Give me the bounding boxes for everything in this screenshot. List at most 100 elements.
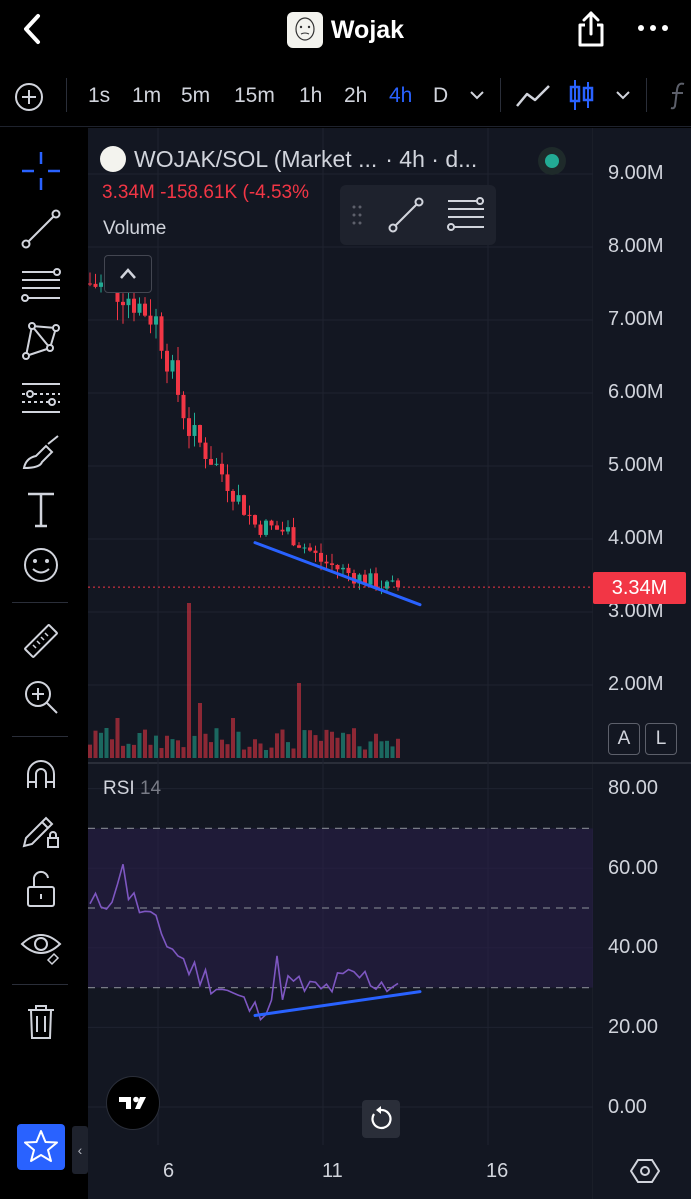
chevron-down-icon[interactable] (468, 88, 486, 102)
price-trendline[interactable] (253, 541, 422, 607)
text-tool-icon[interactable] (18, 486, 64, 532)
unlock-icon[interactable] (18, 866, 64, 912)
volume-bar (198, 703, 202, 758)
candle-body (176, 360, 180, 395)
volume-bar (368, 741, 373, 758)
pattern-tool-icon[interactable] (18, 318, 64, 364)
legend-price: 3.34M (102, 182, 155, 203)
top-nav: Wojak (0, 0, 691, 62)
candle-body (385, 581, 389, 589)
candle-body (236, 495, 241, 502)
candle-body (137, 303, 142, 313)
price-scale-border (592, 128, 593, 1199)
tradingview-logo-icon[interactable] (106, 1076, 160, 1130)
candle-body (242, 495, 246, 515)
candle-body (269, 520, 274, 526)
rsi-legend[interactable]: RSI 14 (103, 778, 161, 800)
indicators-fx-icon[interactable] (668, 80, 691, 110)
eye-visibility-icon[interactable] (18, 922, 64, 968)
interval-4h[interactable]: 4h (389, 84, 413, 107)
volume-bar (275, 733, 279, 758)
back-chevron-icon[interactable] (16, 12, 50, 46)
line-chart-type-icon[interactable] (515, 82, 551, 110)
price-axis-label: 2.00M (608, 673, 664, 695)
interval-1m[interactable]: 1m (132, 84, 162, 107)
volume-bar (363, 749, 367, 758)
candle-body (126, 298, 131, 306)
volume-bar (110, 739, 114, 758)
candle-body (280, 529, 285, 532)
trash-icon[interactable] (18, 998, 64, 1044)
fib-retracement-tool-icon[interactable] (18, 262, 64, 308)
pane-divider[interactable] (88, 762, 691, 764)
crosshair-icon[interactable] (18, 148, 64, 194)
volume-bar (302, 730, 307, 758)
time-axis-label: 11 (322, 1160, 343, 1182)
brush-tool-icon[interactable] (18, 430, 64, 476)
candle-body (291, 527, 296, 546)
volume-bar (264, 749, 268, 758)
candle-body (225, 474, 230, 491)
toolbar-divider (646, 78, 647, 112)
emoji-tool-icon[interactable] (18, 542, 64, 588)
candle-body (253, 515, 257, 525)
candle-body (203, 442, 208, 459)
interval-15m[interactable]: 15m (234, 84, 275, 107)
trend-line-tool-icon[interactable] (18, 206, 64, 252)
ruler-measure-icon[interactable] (18, 618, 64, 664)
share-icon[interactable] (574, 10, 608, 48)
rsi-period: 14 (139, 778, 162, 799)
candle-body (308, 547, 312, 551)
candle-body (324, 561, 329, 564)
volume-bar (308, 730, 312, 758)
symbol-interval: · 4h · d... (385, 145, 478, 172)
rsi-name: RSI (103, 778, 135, 799)
volume-bar (170, 739, 175, 758)
add-symbol-plus-icon[interactable] (14, 82, 44, 112)
candle-body (335, 564, 340, 570)
candle-body (264, 520, 268, 535)
candle-body (297, 545, 301, 548)
collapse-tools-chevron-icon[interactable]: ‹ (72, 1126, 88, 1174)
collapse-legend-chevron-up-icon[interactable] (104, 255, 152, 293)
volume-bar (225, 744, 230, 758)
wojak-avatar-icon (286, 12, 323, 48)
fib-tool-icon[interactable] (444, 195, 486, 235)
market-status-dot-icon[interactable] (538, 147, 566, 175)
trend-line-tool-icon[interactable] (386, 195, 426, 235)
volume-bar (148, 744, 153, 758)
volume-label[interactable]: Volume (103, 218, 167, 239)
favorites-star-icon[interactable] (17, 1124, 65, 1170)
symbol-legend[interactable]: WOJAK/SOL (Market ... · 4h · d... (100, 142, 477, 176)
drag-handle-icon[interactable] (350, 203, 364, 227)
interval-1h[interactable]: 1h (299, 84, 323, 107)
candle-body (368, 573, 373, 585)
zoom-in-icon[interactable] (18, 674, 64, 720)
candle-body (93, 283, 98, 287)
candlestick-chart-type-icon[interactable] (568, 78, 596, 112)
chart-grid (88, 128, 593, 1145)
interval-2h[interactable]: 2h (344, 84, 368, 107)
candle-body (346, 567, 351, 574)
interval-5m[interactable]: 5m (181, 84, 211, 107)
prediction-tool-icon[interactable] (18, 374, 64, 420)
chart-settings-gear-icon[interactable] (630, 1156, 660, 1186)
volume-bar (357, 746, 362, 758)
log-scale-button[interactable]: L (645, 723, 677, 755)
more-horizontal-icon[interactable] (636, 18, 670, 38)
magnet-icon[interactable] (18, 752, 64, 798)
volume-bar (379, 741, 384, 758)
price-axis-label: 9.00M (608, 162, 664, 184)
volume-bar (88, 744, 92, 758)
volume-bar (319, 740, 323, 758)
rsi-axis-label: 80.00 (608, 777, 659, 799)
rsi-trendline[interactable] (253, 990, 422, 1017)
interval-1s[interactable]: 1s (88, 84, 111, 107)
chevron-down-icon[interactable] (614, 88, 632, 102)
auto-scale-button[interactable]: A (608, 723, 640, 755)
reset-chart-refresh-icon[interactable] (362, 1100, 400, 1138)
price-axis-label: 5.00M (608, 454, 664, 476)
interval-d[interactable]: D (433, 84, 449, 107)
price-axis-label: 4.00M (608, 527, 664, 549)
lock-drawing-pencil-icon[interactable] (18, 808, 64, 854)
